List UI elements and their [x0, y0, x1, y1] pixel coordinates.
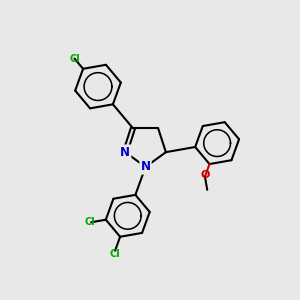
Text: N: N — [120, 146, 130, 159]
Text: Cl: Cl — [110, 249, 120, 259]
Text: O: O — [200, 170, 210, 180]
Text: Cl: Cl — [84, 217, 95, 227]
Text: N: N — [140, 160, 151, 173]
Text: Cl: Cl — [69, 54, 80, 64]
